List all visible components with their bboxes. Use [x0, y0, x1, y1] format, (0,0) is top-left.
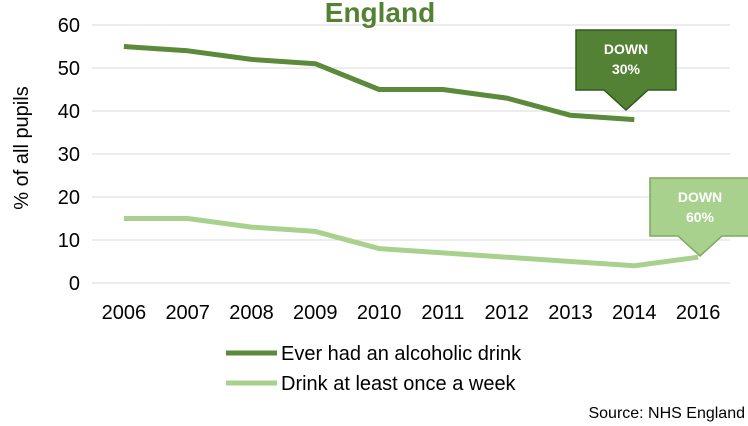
series-lines — [123, 44, 699, 269]
chart-title: England — [325, 0, 435, 28]
y-tick-label: 20 — [58, 187, 80, 209]
callouts: DOWN 30% DOWN 60% — [575, 29, 748, 258]
x-axis-ticks: 2006 2007 2008 2009 2010 2011 2012 2013 2014 2016 — [102, 302, 721, 324]
y-axis-ticks: 0 10 20 30 40 50 60 — [58, 15, 80, 295]
callout-line2: 30% — [612, 61, 641, 77]
callout-arrow-0 — [575, 29, 677, 112]
y-tick-label: 10 — [58, 230, 80, 252]
legend-label-ever-had: Ever had an alcoholic drink — [281, 343, 522, 365]
x-tick-label: 2012 — [484, 302, 529, 324]
x-tick-label: 2013 — [548, 302, 593, 324]
x-tick-label: 2006 — [102, 302, 147, 324]
y-axis-label: % of all pupils — [11, 86, 33, 209]
x-tick-label: 2011 — [421, 302, 464, 324]
y-tick-label: 60 — [58, 15, 80, 37]
callout-arrow-1 — [649, 177, 748, 258]
x-tick-label: 2007 — [165, 302, 210, 324]
callout-line2: 60% — [686, 209, 715, 225]
source-note: Source: NHS England — [588, 405, 745, 422]
y-tick-label: 40 — [58, 101, 80, 123]
y-tick-label: 30 — [58, 144, 80, 166]
x-tick-label: 2016 — [676, 302, 721, 324]
series-line-1 — [123, 216, 699, 269]
series-line-0 — [123, 44, 635, 123]
y-tick-label: 50 — [58, 58, 80, 80]
y-tick-label: 0 — [69, 273, 80, 295]
legend-label-weekly: Drink at least once a week — [281, 373, 517, 395]
x-tick-label: 2009 — [293, 302, 338, 324]
gridlines — [92, 24, 730, 284]
callout-line1: DOWN — [678, 189, 722, 205]
callout-line1: DOWN — [604, 41, 648, 57]
x-tick-label: 2010 — [357, 302, 402, 324]
x-tick-label: 2014 — [612, 302, 657, 324]
x-tick-label: 2008 — [229, 302, 274, 324]
